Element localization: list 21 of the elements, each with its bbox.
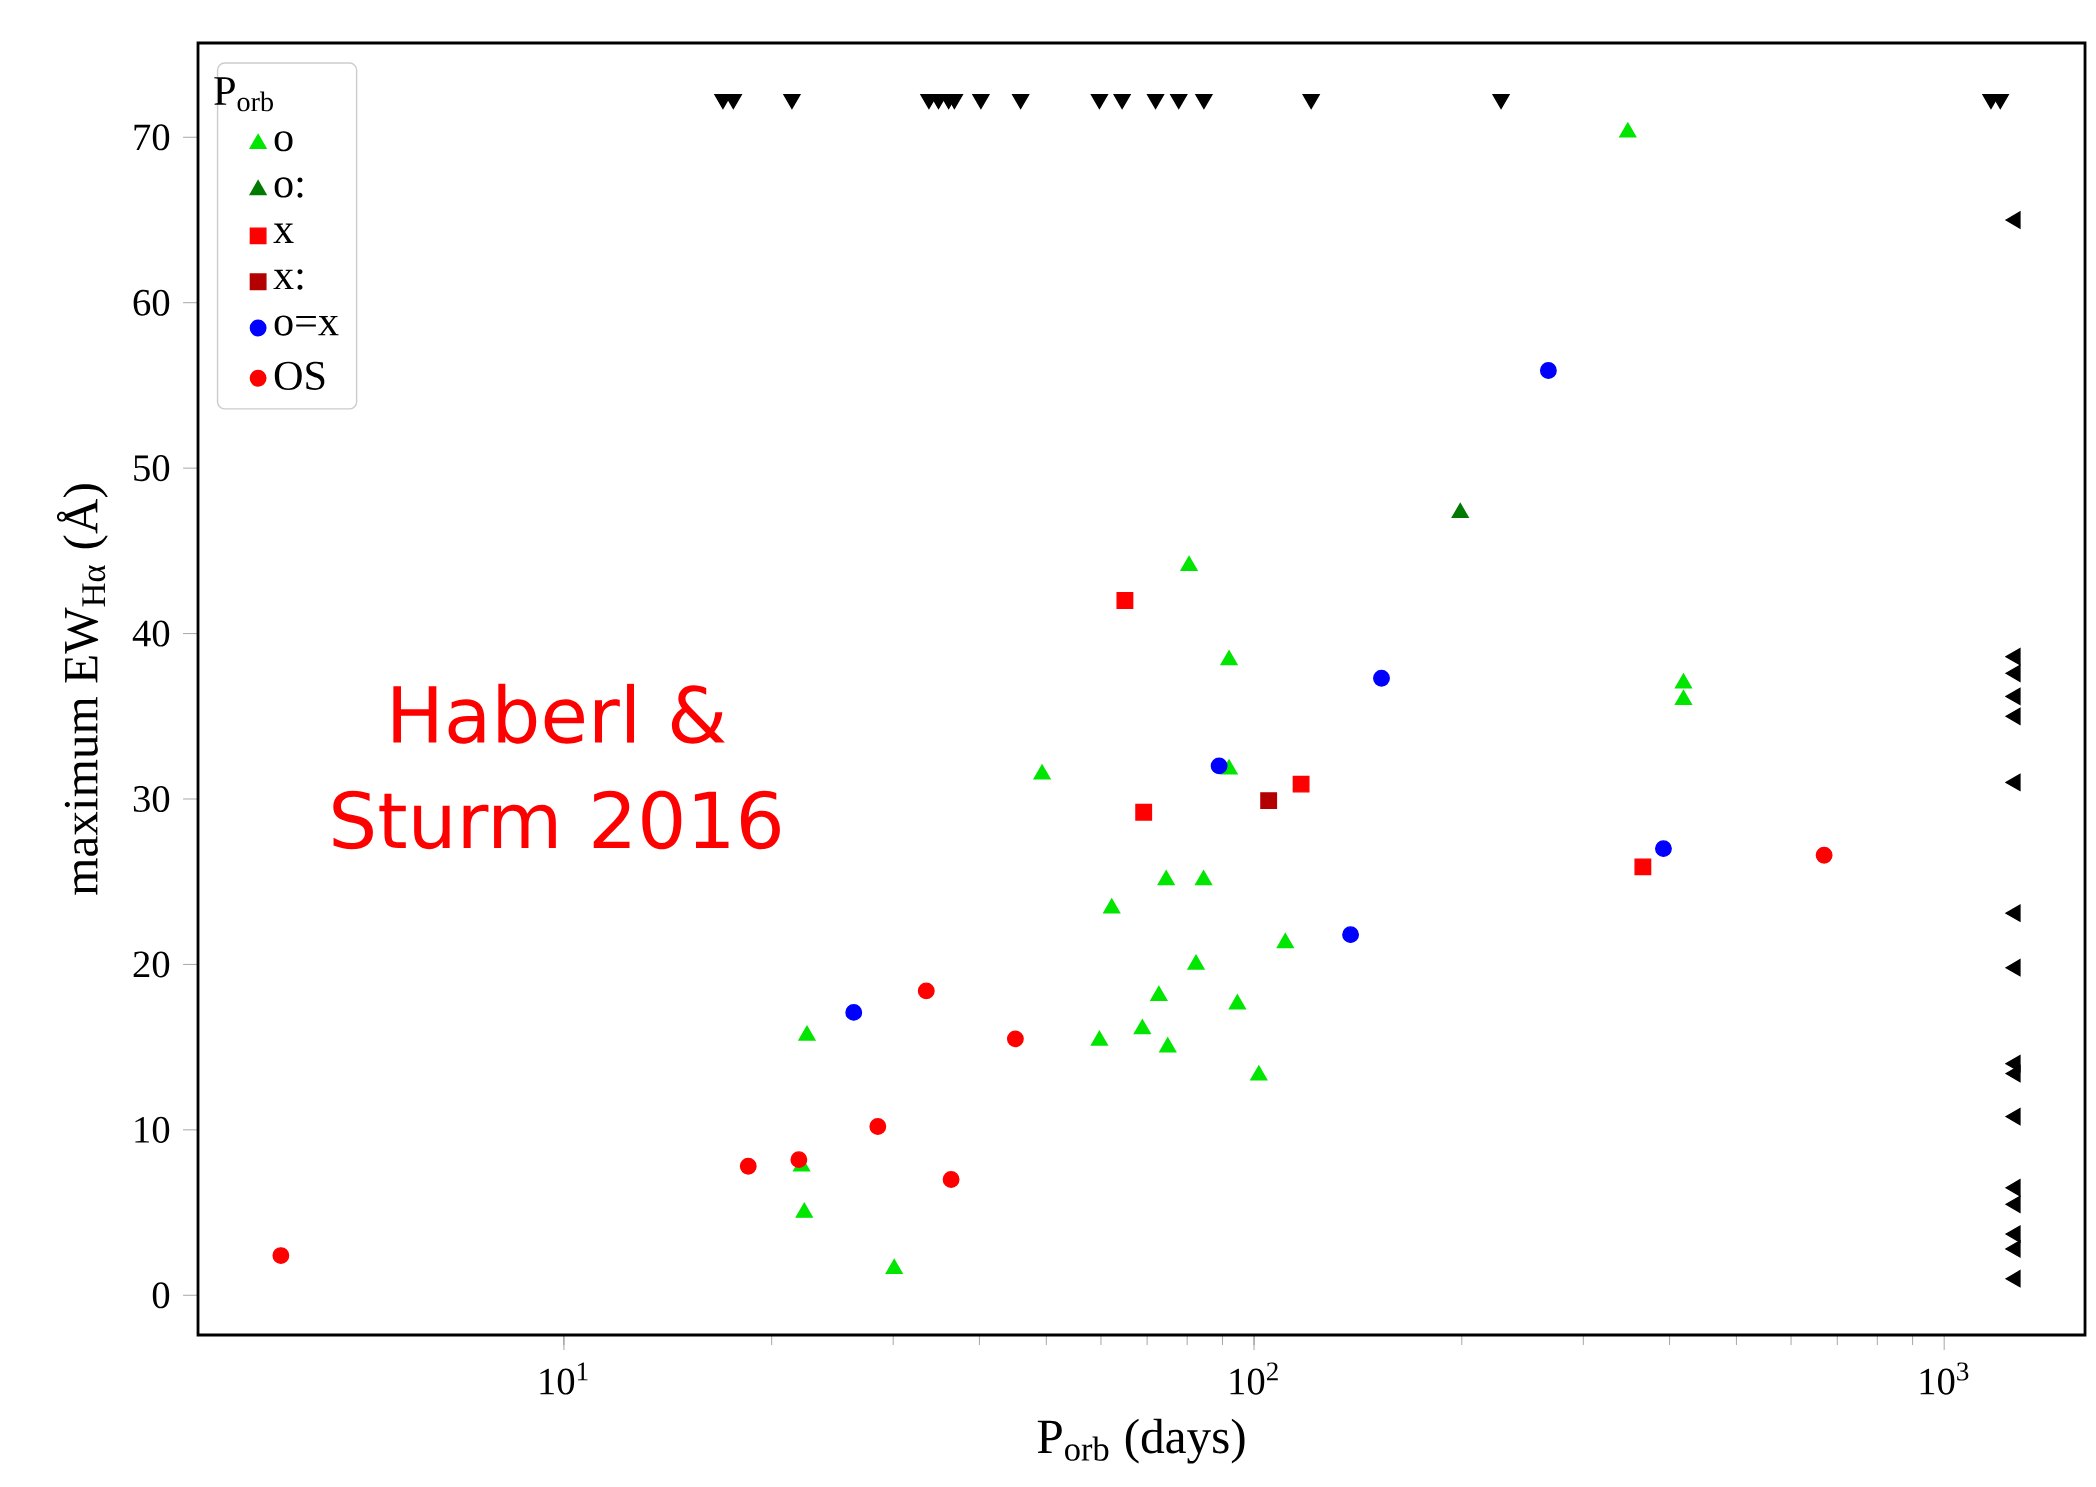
y-tick-label: 10 (135, 1116, 170, 1143)
legend-label: x: (273, 269, 303, 290)
legend-label: o=x (274, 315, 339, 336)
annotation: Haberl & Sturm 2016 (333, 683, 780, 850)
y-tick-label: 0 (152, 1282, 170, 1309)
legend-label: o (274, 131, 293, 152)
y-tick-label: 30 (133, 785, 170, 813)
x-tick-label: 10$^{2}$ (1230, 1362, 1278, 1395)
x-tick-label: 10$^{3}$ (1920, 1362, 1969, 1395)
legend-label: OS (274, 361, 325, 390)
legend-label: x (273, 223, 294, 243)
legend-title: P$_{orb}$ (214, 77, 273, 112)
y-tick-label: 60 (133, 289, 170, 316)
legend-label: o: (274, 177, 303, 198)
x-axis-title: P$_{orb}$ (days) (1037, 1418, 1245, 1464)
y-tick-label: 20 (133, 951, 170, 978)
y-tick-label: 70 (134, 124, 170, 151)
y-tick-label: 40 (132, 620, 170, 647)
y-tick-label: 50 (134, 455, 170, 482)
y-axis-title: maximum EW$_{Hα}$ (Å) (56, 484, 108, 895)
x-tick-label: 10$^{1}$ (540, 1362, 588, 1395)
